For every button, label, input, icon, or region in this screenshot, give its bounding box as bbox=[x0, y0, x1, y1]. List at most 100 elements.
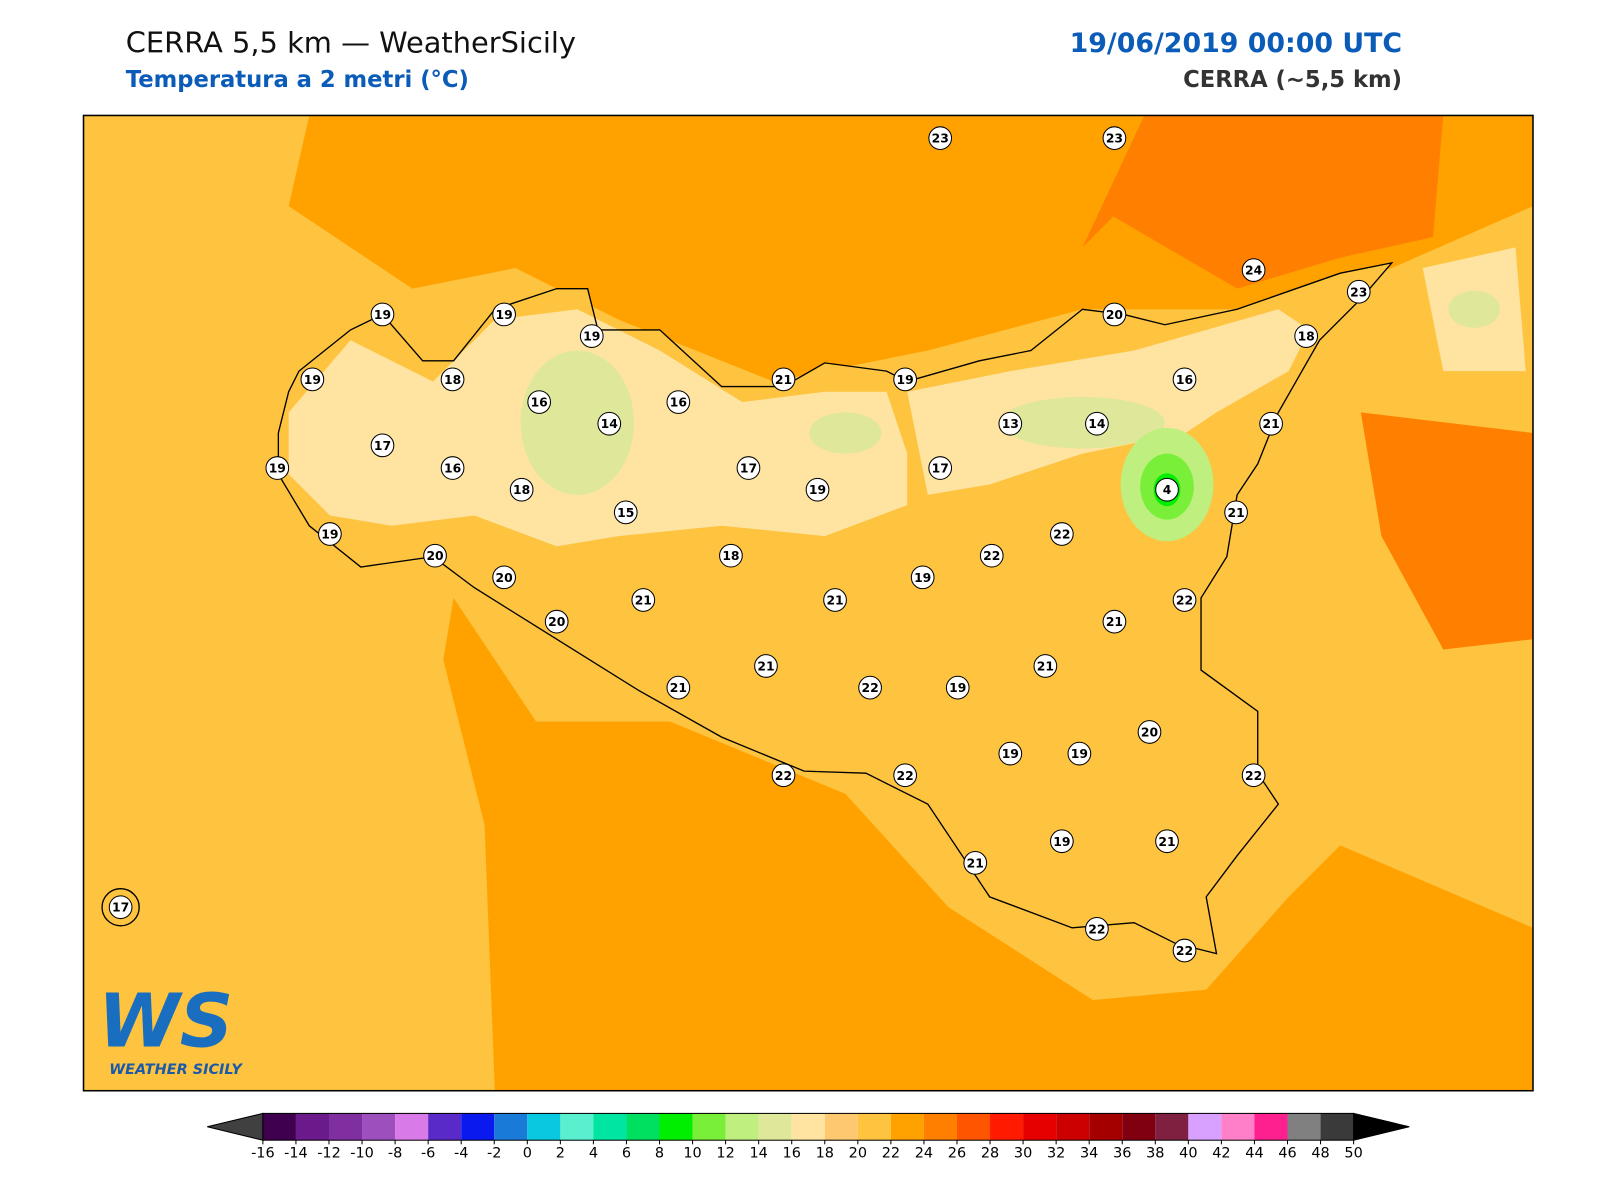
station-value: 14 bbox=[601, 417, 619, 431]
station-marker bbox=[1172, 367, 1197, 392]
station-value: 23 bbox=[1350, 285, 1367, 299]
station-marker bbox=[1294, 324, 1319, 348]
station-value: 22 bbox=[862, 681, 879, 695]
station-value: 21 bbox=[775, 373, 792, 387]
colorbar-bin bbox=[560, 1113, 594, 1141]
colorbar-bin bbox=[494, 1113, 528, 1141]
colorbar-bin bbox=[1089, 1113, 1123, 1141]
station-marker bbox=[1172, 938, 1197, 963]
station-value: 21 bbox=[967, 856, 984, 870]
colorbar-bin bbox=[659, 1113, 693, 1141]
station-value: 19 bbox=[1071, 747, 1088, 761]
station-marker bbox=[1172, 588, 1197, 612]
colorbar-tick-label: 40 bbox=[1179, 1146, 1197, 1162]
station-value: 18 bbox=[1298, 330, 1315, 344]
station-marker bbox=[666, 675, 691, 700]
colorbar-bin bbox=[857, 1113, 891, 1141]
station-value: 19 bbox=[321, 528, 338, 542]
station-value: 18 bbox=[722, 549, 739, 563]
station-value: 16 bbox=[444, 462, 461, 476]
colorbar-bin bbox=[1056, 1113, 1090, 1141]
station-value: 20 bbox=[496, 571, 514, 585]
station-marker bbox=[1085, 917, 1109, 941]
station-value: 22 bbox=[1053, 528, 1070, 542]
colorbar-tick-label: 12 bbox=[716, 1146, 734, 1162]
station-marker bbox=[823, 588, 847, 612]
colorbar-bin bbox=[1122, 1113, 1156, 1141]
colorbar-frame bbox=[262, 1112, 1355, 1141]
station-marker bbox=[370, 433, 395, 458]
colorbar-tick-label: -16 bbox=[251, 1146, 275, 1162]
station-marker bbox=[998, 411, 1023, 436]
station-marker bbox=[544, 609, 569, 634]
station-value: 22 bbox=[1176, 944, 1193, 958]
colorbar-bin bbox=[990, 1113, 1024, 1141]
colorbar-bin bbox=[362, 1113, 396, 1141]
colorbar-over bbox=[1353, 1112, 1410, 1141]
colorbar-bin bbox=[295, 1113, 329, 1141]
station-value: 16 bbox=[531, 396, 548, 410]
station-value: 21 bbox=[1106, 615, 1123, 629]
station-value: 20 bbox=[548, 615, 566, 629]
colorbar-tick-label: 4 bbox=[589, 1146, 598, 1162]
land-band bbox=[1448, 290, 1500, 328]
station-marker bbox=[736, 456, 761, 480]
station-value: 19 bbox=[1002, 747, 1019, 761]
station-marker bbox=[1241, 258, 1266, 282]
field bbox=[83, 115, 1533, 1091]
colorbar-tick-label: 26 bbox=[948, 1146, 966, 1162]
station-marker bbox=[805, 477, 830, 502]
colorbar-tick-label: 36 bbox=[1113, 1146, 1131, 1162]
colorbar-bin bbox=[1221, 1113, 1255, 1141]
station-value: 17 bbox=[112, 901, 129, 915]
station-marker bbox=[1067, 741, 1092, 766]
station-value: 19 bbox=[496, 308, 513, 322]
colorbar: -16 -14 -12 -10 -8 -6 -4 -2 0 2 4 6 8 10 12 14 16 18 20 22 2… bbox=[207, 1112, 1410, 1162]
station-marker bbox=[1155, 477, 1179, 502]
date: 19/06/2019 00:00 UTC bbox=[1070, 28, 1402, 59]
station-value: 21 bbox=[670, 681, 687, 695]
colorbar-tick-label: 14 bbox=[749, 1146, 767, 1162]
station-marker bbox=[108, 895, 133, 920]
colorbar-bin bbox=[1320, 1113, 1354, 1141]
station-value: 21 bbox=[757, 660, 774, 674]
station-value: 21 bbox=[1037, 660, 1054, 674]
colorbar-bin bbox=[461, 1113, 495, 1141]
station-marker bbox=[858, 675, 882, 700]
station-marker bbox=[771, 367, 796, 392]
colorbar-bin bbox=[593, 1113, 627, 1141]
station-marker bbox=[527, 390, 552, 414]
colorbar-tick-label: 20 bbox=[849, 1146, 867, 1162]
colorbar-bin bbox=[262, 1113, 296, 1141]
colorbar-bin bbox=[527, 1113, 561, 1141]
station-marker bbox=[1033, 654, 1058, 678]
colorbar-bin bbox=[890, 1113, 924, 1141]
colorbar-tick-label: -4 bbox=[454, 1146, 468, 1162]
station-marker bbox=[1085, 411, 1109, 436]
colorbar-tick-label: 30 bbox=[1014, 1146, 1032, 1162]
station-marker bbox=[631, 588, 656, 612]
station-marker bbox=[597, 411, 622, 436]
colorbar-under bbox=[207, 1112, 264, 1141]
colorbar-bin bbox=[725, 1113, 759, 1141]
station-marker bbox=[509, 477, 534, 502]
colorbar-tick-label: -14 bbox=[284, 1146, 308, 1162]
station-value: 22 bbox=[1088, 922, 1105, 936]
station-value: 21 bbox=[1158, 835, 1175, 849]
model: CERRA (~5,5 km) bbox=[1183, 67, 1402, 93]
colorbar-tick-label: 10 bbox=[683, 1146, 701, 1162]
coastline bbox=[277, 261, 1394, 955]
land-band bbox=[809, 412, 882, 454]
station-marker bbox=[440, 456, 465, 480]
station-value: 21 bbox=[1227, 506, 1244, 520]
colorbar-tick-label: 32 bbox=[1047, 1146, 1065, 1162]
station-value: 24 bbox=[1245, 264, 1263, 278]
stations: 23 23 24 23 18 20 19 19 19 19 18 16 14 16 21 19 16 13 14 21… bbox=[108, 126, 1371, 963]
station-value: 19 bbox=[949, 681, 966, 695]
station-marker bbox=[613, 500, 638, 525]
station-marker bbox=[1259, 411, 1283, 436]
station-value: 21 bbox=[635, 594, 652, 608]
logo-text: WEATHER SICILY bbox=[109, 1062, 243, 1078]
station-marker bbox=[423, 543, 447, 568]
